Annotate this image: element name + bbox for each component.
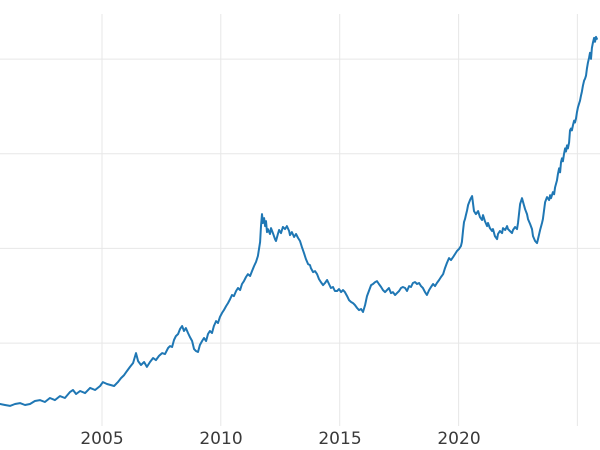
x-tick-label-2010: 2010: [199, 429, 243, 449]
data-series-line: [0, 35, 598, 407]
x-tick-label-2015: 2015: [318, 429, 362, 449]
x-tick-label-2020: 2020: [437, 429, 481, 449]
x-tick-label-2005: 2005: [80, 429, 124, 449]
